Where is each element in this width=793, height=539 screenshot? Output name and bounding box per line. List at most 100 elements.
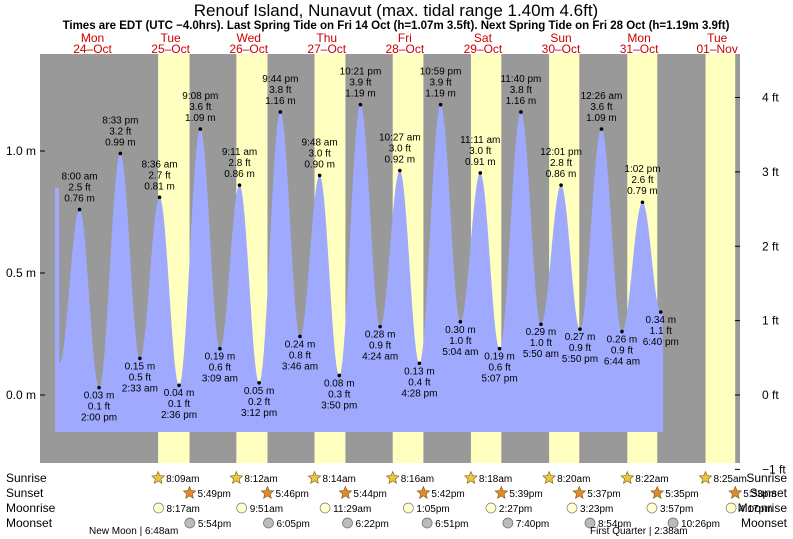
tide-point <box>317 173 322 178</box>
moonset-time: 6:51pm <box>435 519 468 530</box>
moonset-icon <box>502 517 514 529</box>
sunset-time: 5:33pm <box>743 489 776 500</box>
tide-label: 2.6 ft <box>631 175 653 186</box>
tide-point <box>358 102 363 107</box>
sunrise-time: 8:22am <box>635 474 668 485</box>
tide-label: 3.0 ft <box>469 146 491 157</box>
moonset-time: 5:54pm <box>198 519 231 530</box>
tide-label: 0.26 m <box>607 335 638 346</box>
tide-label: 0.1 ft <box>168 399 190 410</box>
moonrise-icon <box>485 502 497 514</box>
tide-label: 0.27 m <box>565 332 596 343</box>
tide-label: 2.5 ft <box>68 183 90 194</box>
moonrise-icon <box>319 502 331 514</box>
tide-point <box>478 171 483 175</box>
tide-point <box>458 320 463 324</box>
plot-area: 0.0 m 0.5 m 1.0 m −1 ft 0 ft 1 ft 2 ft 3 ft 4 ft… <box>6 54 786 476</box>
tide-curve <box>55 104 664 432</box>
tide-label: 2:33 am <box>122 383 158 394</box>
legend-label-left: Moonset <box>6 516 53 530</box>
tide-label: 9:48 am <box>302 137 338 148</box>
tide-label: 0.92 m <box>385 155 416 166</box>
tide-point <box>417 361 422 366</box>
day-name: Sun <box>550 31 571 45</box>
tide-label: 0.86 m <box>224 169 255 180</box>
tide-point <box>559 183 563 187</box>
moonset-time: 8:54pm <box>598 519 631 530</box>
moonrise-time: 9:51am <box>250 504 283 515</box>
tide-label: 0.81 m <box>144 181 175 192</box>
tide-label: 9:44 pm <box>262 74 298 85</box>
tide-label: 0.30 m <box>445 325 476 336</box>
day-name: Tue <box>707 31 728 45</box>
day-name: Sat <box>474 31 493 45</box>
tide-label: 2:00 pm <box>81 413 117 424</box>
right-tick-label: 3 ft <box>762 165 779 179</box>
day-date: 27–Oct <box>307 42 346 56</box>
tide-label: 10:27 am <box>379 133 421 144</box>
legend-label-left: Sunrise <box>6 471 47 485</box>
day-date: 01–Nov <box>696 42 737 56</box>
sunset-time: 5:39pm <box>509 489 542 500</box>
tide-point <box>198 127 203 131</box>
tide-label: 0.6 ft <box>488 363 510 374</box>
tide-label: 2.8 ft <box>550 158 572 169</box>
sunrise-icon <box>698 470 713 484</box>
sunset-time: 5:44pm <box>353 489 386 500</box>
day-headers: Mon24–OctTue25–OctWed26–OctThu27–OctFri2… <box>73 31 738 56</box>
day-name: Tue <box>161 31 182 45</box>
left-tick-label: 0.5 m <box>6 266 36 280</box>
sunset-time: 5:49pm <box>198 489 231 500</box>
tide-label: 0.19 m <box>484 352 515 363</box>
tide-label: 2.7 ft <box>148 170 170 181</box>
moonset-icon <box>421 517 433 529</box>
tide-point <box>599 127 604 131</box>
right-tick-label: −1 ft <box>762 462 786 476</box>
sunrise-icon <box>463 470 478 484</box>
sunrise-icon <box>229 470 244 484</box>
moonrise-icon <box>725 502 737 514</box>
tide-label: 8:33 pm <box>102 115 138 126</box>
moonrise-time: 4:17pm <box>739 504 772 515</box>
tide-label: 0.91 m <box>465 157 496 168</box>
tide-label: 1.09 m <box>586 113 617 124</box>
sunset-icon <box>494 485 509 499</box>
tide-label: 3:09 am <box>202 374 238 385</box>
tide-label: 0.05 m <box>244 386 275 397</box>
tide-point <box>278 110 283 114</box>
tide-label: 6:44 am <box>604 357 640 368</box>
day-date: 25–Oct <box>151 42 190 56</box>
moon-phase-first-quarter: First Quarter | 2:38am <box>590 526 688 537</box>
tide-point <box>658 310 663 314</box>
sunset-time: 5:35pm <box>665 489 698 500</box>
tide-label: 1.19 m <box>345 89 376 100</box>
daylight-band <box>705 54 736 463</box>
moonrise-time: 2:27pm <box>499 504 532 515</box>
moonrise-icon <box>566 502 578 514</box>
day-name: Mon <box>627 31 650 45</box>
tide-label: 10:59 pm <box>420 67 462 78</box>
tide-label: 1.16 m <box>265 96 296 107</box>
tide-label: 0.3 ft <box>328 389 350 400</box>
tide-label: 3.6 ft <box>590 102 612 113</box>
sunrise-icon <box>542 470 557 484</box>
tide-label: 5:50 am <box>523 349 559 360</box>
moonset-icon <box>667 517 679 529</box>
sunrise-time: 8:25am <box>714 474 747 485</box>
tide-label: 0.9 ft <box>569 343 591 354</box>
tide-label: 1.0 ft <box>530 338 552 349</box>
tide-point <box>578 327 582 331</box>
tide-point <box>337 373 342 378</box>
tide-point <box>237 183 242 187</box>
moonrise-icon <box>153 502 164 514</box>
sunrise-time: 8:12am <box>244 474 277 485</box>
tide-label: 1.09 m <box>185 113 216 124</box>
tide-point <box>539 322 543 327</box>
tide-label: 2:36 pm <box>161 410 197 421</box>
sunset-icon <box>260 485 275 499</box>
right-tick-label: 1 ft <box>762 314 779 328</box>
sunset-icon <box>728 485 743 499</box>
left-tick-label: 0.0 m <box>6 388 36 402</box>
